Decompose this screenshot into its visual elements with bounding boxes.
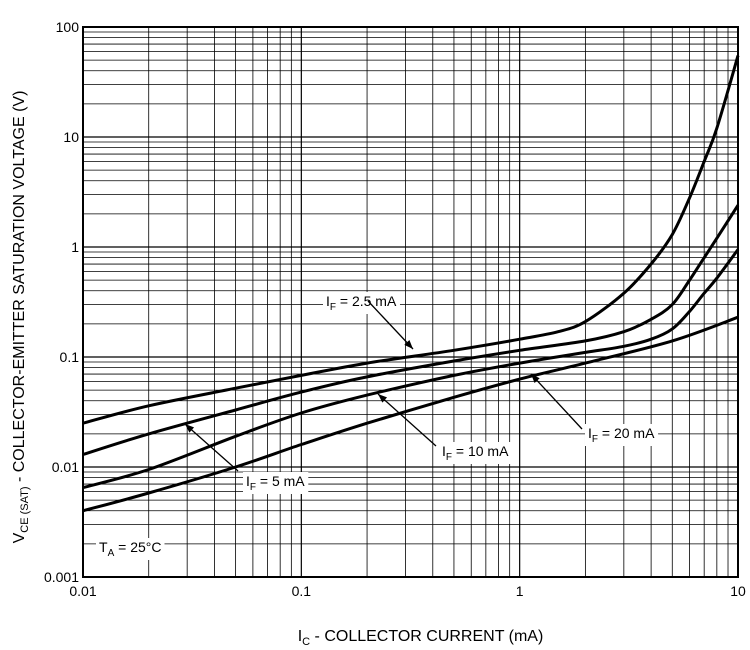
label-background <box>243 472 309 494</box>
leader-line <box>530 373 583 430</box>
label-leaders <box>184 300 583 472</box>
y-tick-label: 0.01 <box>52 459 79 475</box>
x-tick-label: 1 <box>516 583 524 599</box>
label-background <box>96 538 165 560</box>
leader-line <box>367 300 414 350</box>
arrow-head <box>531 374 540 383</box>
series-line-5-mA <box>82 204 740 456</box>
series-label-2-5ma: IF = 2.5 mA <box>326 293 397 313</box>
y-axis-label: VCE (SAT) - COLLECTOR-EMITTER SATURATION… <box>11 91 31 544</box>
y-tick-label: 10 <box>63 129 79 145</box>
grid <box>82 27 738 578</box>
x-tick-label: 0.1 <box>292 583 312 599</box>
label-background <box>585 424 659 446</box>
series-line-2-5-mA <box>82 55 740 425</box>
leader-line <box>184 423 239 472</box>
x-axis-label: IC - COLLECTOR CURRENT (mA) <box>298 628 544 648</box>
plot-frame <box>82 26 739 578</box>
arrow-head <box>185 424 195 433</box>
arrow-head <box>378 394 388 403</box>
y-tick-label: 0.1 <box>60 349 80 365</box>
series-line-10-mA <box>82 248 740 490</box>
series-label-5ma: IF = 5 mA <box>246 473 305 493</box>
x-tick-label: 0.01 <box>69 583 96 599</box>
label-background <box>323 292 400 314</box>
series-label-10ma: IF = 10 mA <box>442 443 509 463</box>
arrow-head <box>404 340 413 349</box>
series-layer <box>82 55 740 513</box>
series-label-20ma: IF = 20 mA <box>588 425 655 445</box>
series-line-20-mA <box>82 315 739 513</box>
leader-line <box>377 393 437 447</box>
y-tick-label: 1 <box>71 239 79 255</box>
y-tick-label: 0.001 <box>44 569 79 585</box>
y-tick-label: 100 <box>56 19 80 35</box>
label-background <box>439 442 513 464</box>
x-tick-label: 10 <box>730 583 746 599</box>
temperature-annotation: TA = 25°C <box>99 539 161 559</box>
